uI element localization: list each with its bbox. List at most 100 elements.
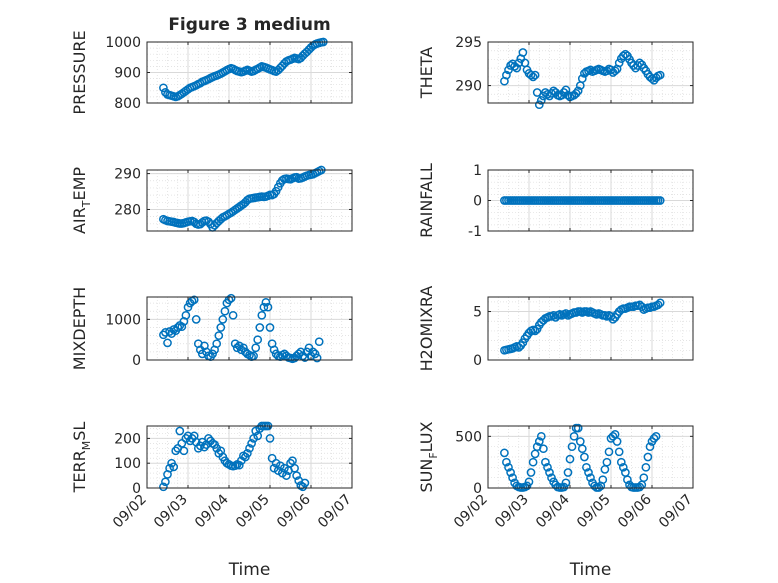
y-axis-label: PRESSURE	[70, 30, 89, 114]
data-point	[614, 447, 624, 457]
y-tick-label: 1000	[105, 312, 141, 328]
data-point	[623, 475, 632, 485]
data-point	[181, 310, 191, 320]
data-point	[528, 457, 538, 467]
y-tick-label: 1000	[105, 35, 141, 51]
x-tick-label: 09/02	[110, 492, 150, 532]
data-point	[508, 473, 517, 483]
data-point	[218, 315, 228, 324]
data-point	[584, 468, 593, 477]
subplot-pressure: 800 900 1000 PRESSURE Figure 3 medium	[70, 15, 353, 115]
data-point	[504, 462, 513, 472]
data-point	[310, 349, 320, 359]
x-tick-label: 09/06	[615, 491, 655, 531]
y-axis-label: H2OMIXRA	[417, 286, 436, 372]
data-point	[536, 431, 546, 441]
figure-title: Figure 3 medium	[168, 15, 330, 35]
data-point	[561, 309, 571, 318]
data-point	[526, 70, 536, 80]
data-point	[159, 482, 168, 492]
data-point	[618, 462, 628, 472]
data-point	[177, 322, 187, 332]
y-axis-label: MIXDEPTH	[70, 287, 89, 370]
data-point	[635, 58, 645, 68]
data-point	[261, 297, 271, 307]
data-point	[602, 457, 612, 467]
data-point	[655, 70, 665, 80]
x-tick-label: 09/06	[274, 491, 314, 531]
data-point	[159, 83, 168, 93]
data-point	[228, 310, 238, 320]
data-point	[522, 481, 532, 491]
data-point	[541, 457, 550, 467]
subplot-rainfall: -1 0 1 RAINFALL	[417, 163, 694, 240]
data-point	[204, 217, 213, 227]
data-point	[526, 468, 536, 477]
y-axis-label: TERRMSL	[70, 422, 93, 494]
y-tick-label: 0	[132, 481, 141, 497]
data-point	[621, 49, 630, 59]
data-point	[563, 90, 573, 100]
data-point	[614, 58, 624, 68]
data-point	[255, 323, 265, 332]
y-tick-label: 290	[114, 167, 141, 183]
y-tick-label: 5	[473, 305, 482, 321]
y-tick-label: 295	[455, 35, 482, 51]
data-point	[253, 335, 263, 345]
data-point	[173, 323, 183, 332]
data-point	[161, 328, 170, 337]
axes-box	[487, 296, 694, 361]
data-point	[236, 345, 246, 355]
data-point	[649, 434, 659, 443]
data-point	[245, 350, 254, 360]
y-tick-label: 200	[114, 431, 141, 447]
data-point	[528, 72, 538, 82]
data-point	[282, 471, 291, 480]
data-point	[582, 462, 591, 472]
data-point	[530, 326, 540, 336]
data-point	[220, 306, 230, 316]
data-point	[224, 295, 234, 305]
data-point	[226, 293, 236, 303]
data-point	[247, 439, 256, 448]
data-point	[257, 310, 267, 320]
data-point	[612, 437, 622, 446]
y-tick-label: 290	[455, 79, 482, 95]
subplot-terr-msl: 0 100 200 TERRMSL 09/02 09/03 09/04 09/05 09/06 0…	[70, 422, 355, 580]
y-tick-label: 100	[114, 456, 141, 472]
data-point	[577, 74, 587, 83]
data-point	[653, 300, 663, 310]
data-point	[189, 295, 199, 305]
y-tick-label: 0	[473, 353, 482, 369]
data-point	[573, 423, 583, 433]
data-point	[561, 478, 571, 488]
data-point	[655, 298, 665, 308]
data-point	[610, 66, 620, 76]
subplot-air-temp: 280 290 AIRTEMP	[70, 165, 353, 234]
y-tick-label: 1	[473, 163, 482, 179]
y-tick-label: 500	[455, 429, 482, 445]
y-tick-label: 0	[132, 353, 141, 369]
data-point	[530, 70, 540, 80]
data-point	[308, 347, 318, 357]
data-point	[635, 482, 645, 492]
subplot-theta: 290 295 THETA	[417, 35, 694, 110]
data-point	[539, 444, 548, 454]
data-point	[212, 339, 222, 349]
x-tick-label: 09/05	[233, 492, 273, 532]
data-point	[169, 462, 179, 472]
y-tick-label: 0	[473, 481, 482, 497]
data-point	[171, 446, 181, 456]
data-point	[230, 339, 240, 349]
data-point	[314, 337, 324, 347]
data-point	[561, 85, 571, 95]
axes-box	[146, 425, 353, 489]
data-point	[179, 446, 189, 456]
data-point	[563, 468, 573, 477]
data-point	[214, 331, 224, 340]
data-point	[655, 196, 665, 205]
data-point	[586, 473, 595, 483]
data-point	[208, 349, 217, 359]
y-tick-label: 900	[114, 66, 141, 82]
